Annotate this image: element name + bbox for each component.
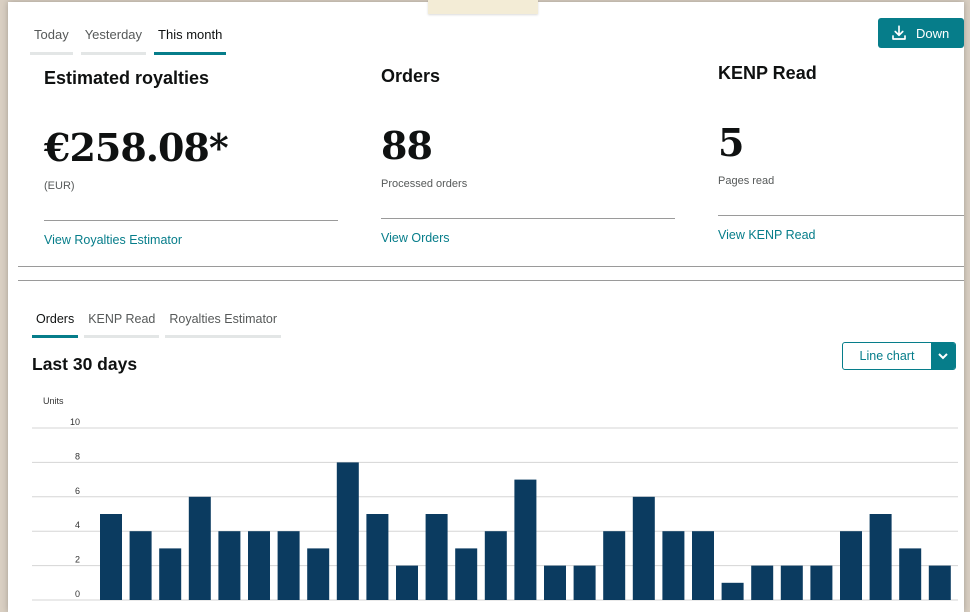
bar [396, 565, 418, 600]
download-icon [892, 25, 906, 40]
chevron-down-icon[interactable] [931, 343, 955, 369]
bar [336, 462, 359, 600]
bar [514, 479, 537, 600]
bar [928, 565, 951, 600]
tab-today[interactable]: Today [30, 22, 73, 55]
bar [248, 531, 270, 600]
royalties-title: Estimated royalties [44, 68, 210, 88]
bar [721, 582, 744, 600]
tab-this-month[interactable]: This month [154, 22, 227, 55]
bar [277, 531, 300, 600]
y-tick-label: 4 [75, 520, 80, 530]
bar [810, 565, 833, 600]
chart-heading: Last 30 days [32, 354, 138, 374]
kenp-value: 5 [718, 120, 744, 165]
bar [780, 565, 803, 600]
bar [544, 565, 566, 600]
chart-type-label: Line chart [859, 349, 915, 363]
orders-value: 88 [381, 123, 433, 168]
bar [159, 548, 182, 600]
download-button[interactable]: Down [878, 18, 964, 48]
tab-yesterday[interactable]: Yesterday [80, 22, 147, 55]
bar [100, 514, 122, 600]
bar [662, 531, 685, 600]
download-label: Down [916, 25, 950, 41]
y-tick-label: 8 [75, 451, 80, 461]
orders-bar-chart: Units 0 2 4 6 8 10 [32, 396, 958, 601]
bar [899, 548, 922, 600]
bar [632, 496, 655, 600]
bar [751, 565, 774, 600]
bar [455, 548, 478, 600]
bar [188, 496, 211, 600]
y-tick-label: 6 [75, 486, 80, 496]
bar [840, 531, 862, 600]
bar [573, 565, 596, 600]
section-divider [18, 266, 964, 267]
bar [218, 531, 241, 600]
bar [129, 531, 152, 600]
bar [603, 531, 626, 600]
royalties-currency: (EUR) [44, 180, 75, 192]
y-tick-label: 0 [75, 589, 80, 599]
date-range-tabs: Today Yesterday This month [30, 22, 227, 55]
tab-royalties-estimator[interactable]: Royalties Estimator [165, 308, 282, 338]
bar [869, 514, 892, 600]
bar [484, 531, 507, 600]
view-kenp-read-link[interactable]: View KENP Read [718, 228, 816, 242]
y-tick-label: 2 [75, 555, 80, 565]
y-axis-label: Units [43, 396, 64, 406]
bar [692, 531, 714, 600]
orders-sub: Processed orders [381, 178, 468, 190]
card-divider [718, 215, 964, 216]
chart-tabs: Orders KENP Read Royalties Estimator [32, 308, 282, 338]
tab-kenp-read[interactable]: KENP Read [84, 308, 160, 338]
y-tick-label: 10 [70, 417, 80, 427]
kenp-title: KENP Read [718, 63, 817, 83]
view-orders-link[interactable]: View Orders [381, 231, 450, 245]
dashboard-page: Today Yesterday This month Down Estimate… [8, 2, 964, 612]
bar [307, 548, 330, 600]
orders-card: Orders 88 Processed orders View Orders [381, 66, 675, 245]
orders-title: Orders [381, 66, 441, 86]
tape-strip [428, 0, 538, 14]
kenp-card: KENP Read 5 Pages read View KENP Read [718, 63, 964, 242]
bar [366, 514, 389, 600]
royalties-card: Estimated royalties €258.08* (EUR) View … [44, 68, 338, 247]
chart-type-select[interactable]: Line chart [842, 342, 956, 370]
card-divider [44, 220, 338, 221]
kenp-sub: Pages read [718, 175, 775, 187]
section-divider [18, 280, 964, 281]
card-divider [381, 218, 675, 219]
royalties-value: €258.08* [44, 125, 229, 170]
bar [425, 514, 448, 600]
tab-orders[interactable]: Orders [32, 308, 79, 338]
view-royalties-estimator-link[interactable]: View Royalties Estimator [44, 233, 183, 247]
